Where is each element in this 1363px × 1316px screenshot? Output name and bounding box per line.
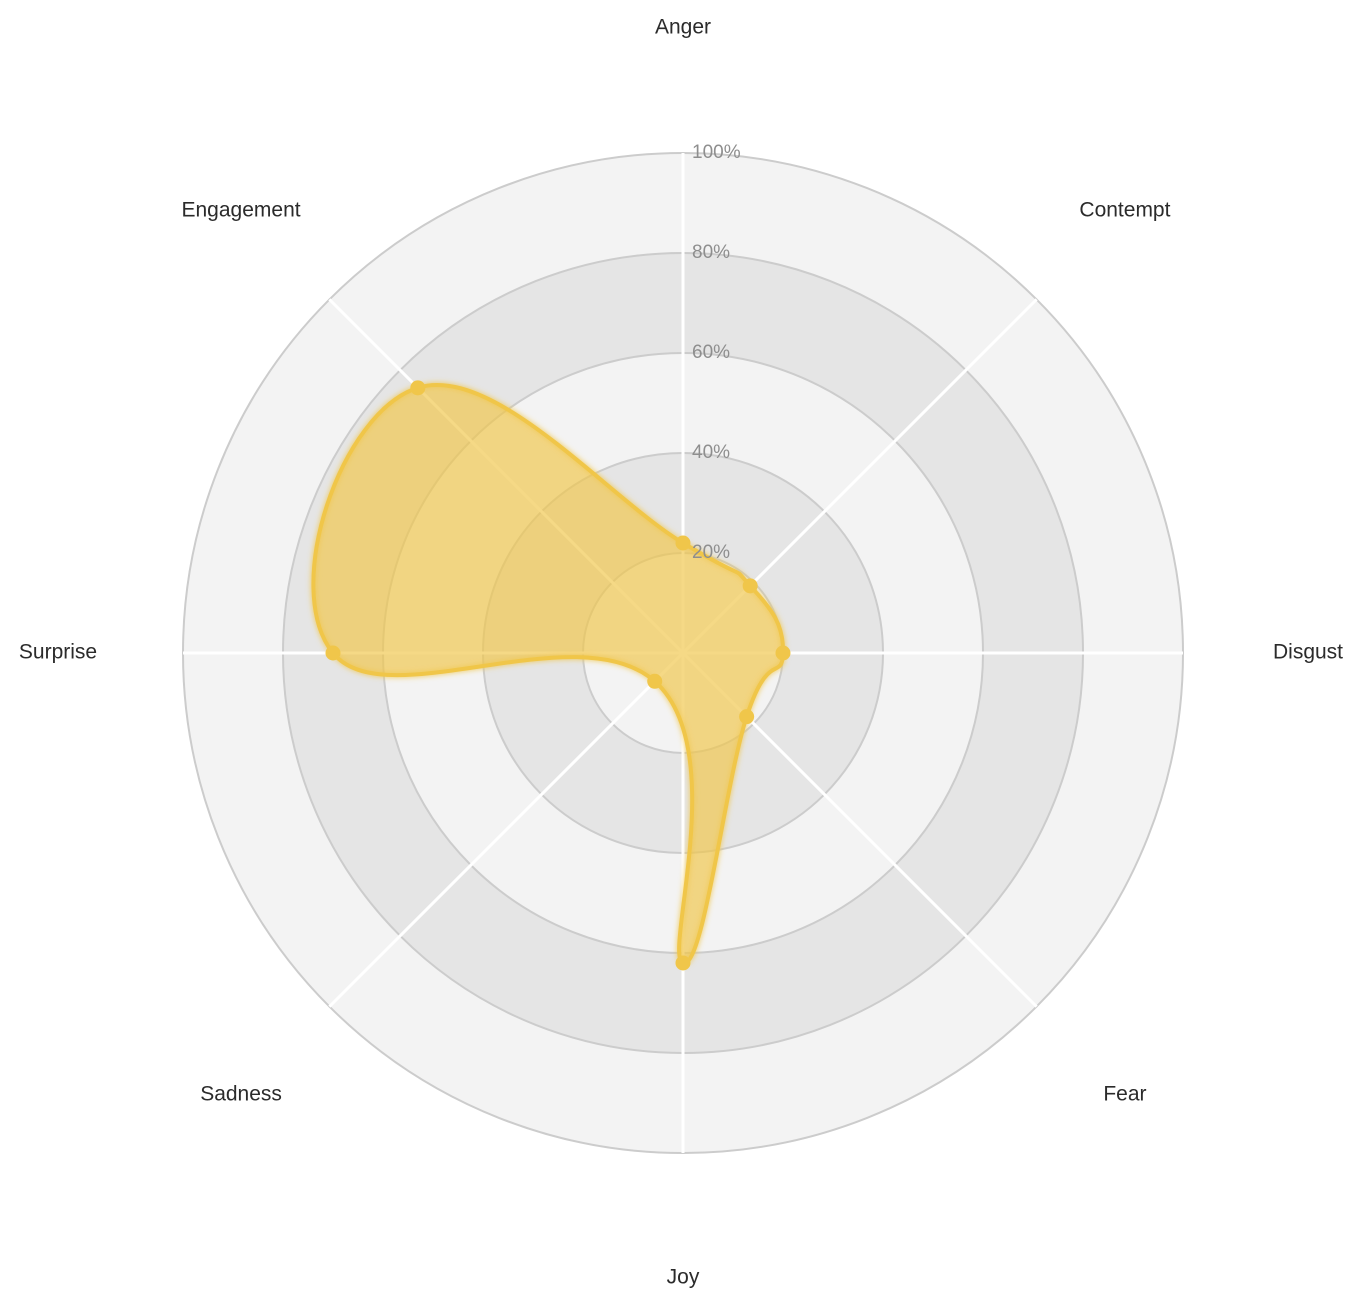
axis-label-engagement: Engagement — [182, 199, 301, 222]
data-point-joy[interactable] — [675, 955, 691, 971]
axis-label-disgust: Disgust — [1273, 641, 1343, 664]
data-point-surprise[interactable] — [325, 645, 341, 661]
data-point-engagement[interactable] — [410, 380, 426, 396]
spoke-sadness — [328, 651, 685, 1008]
data-point-contempt[interactable] — [742, 578, 758, 594]
axis-label-surprise: Surprise — [19, 641, 97, 664]
tick-label-60: 60% — [692, 342, 730, 363]
tick-label-80: 80% — [692, 242, 730, 263]
axis-label-sadness: Sadness — [200, 1082, 282, 1105]
axis-label-fear: Fear — [1103, 1082, 1146, 1105]
tick-label-100: 100% — [692, 142, 741, 163]
data-point-disgust[interactable] — [775, 645, 791, 661]
axis-label-joy: Joy — [667, 1266, 700, 1289]
series-points — [325, 380, 791, 971]
series-area — [311, 383, 786, 965]
data-point-sadness[interactable] — [647, 673, 663, 689]
tick-label-40: 40% — [692, 442, 730, 463]
data-point-anger[interactable] — [675, 535, 691, 551]
axis-label-contempt: Contempt — [1079, 199, 1170, 222]
tick-labels: 20% 40% 60% 80% 100% — [692, 142, 741, 563]
axis-labels: Anger Contempt Disgust Fear Joy Sadness Surpri… — [19, 16, 1343, 1289]
data-point-fear[interactable] — [739, 709, 755, 725]
series-area-path — [311, 383, 786, 965]
axis-label-anger: Anger — [655, 16, 711, 39]
tick-label-20: 20% — [692, 542, 730, 563]
